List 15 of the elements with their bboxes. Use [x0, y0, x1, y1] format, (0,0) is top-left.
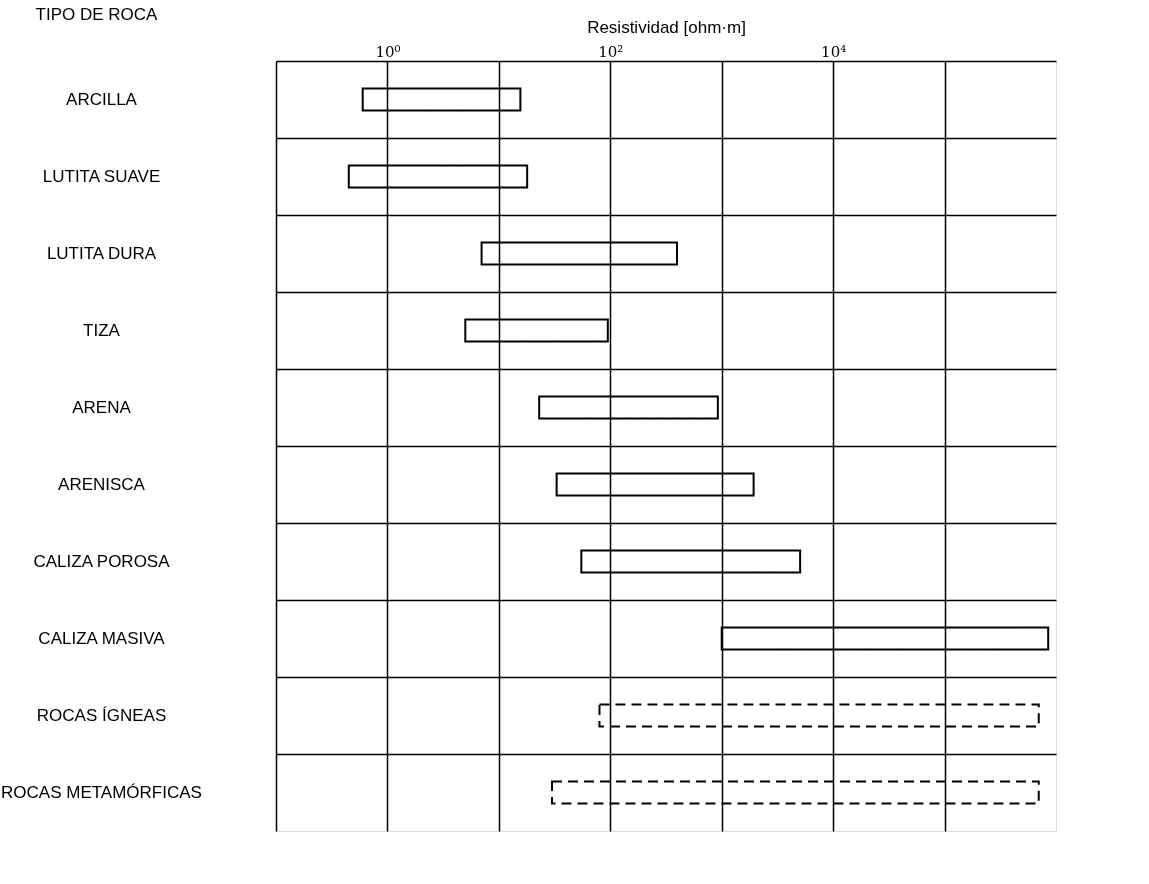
x-axis-title: Resistividad [ohm·m] [587, 17, 746, 37]
y-tick-label: ARCILLA [66, 89, 138, 109]
y-axis-title: TIPO DE ROCA [35, 4, 159, 24]
y-tick-label: ARENISCA [58, 474, 146, 494]
y-tick-label: ARENA [72, 397, 132, 417]
x-tick-label: 10⁰ [375, 42, 401, 61]
y-tick-label: CALIZA POROSA [33, 551, 171, 571]
y-tick-label: LUTITA DURA [46, 243, 157, 263]
y-tick-label: ROCAS ÍGNEAS [36, 705, 167, 725]
y-tick-label: TIZA [83, 320, 121, 340]
y-tick-label: CALIZA MASIVA [38, 628, 166, 648]
x-tick-label: 10⁴ [821, 42, 847, 61]
x-tick-label: 10² [598, 42, 624, 61]
y-tick-label: LUTITA SUAVE [42, 166, 161, 186]
y-tick-label: ROCAS METAMÓRFICAS [1, 782, 202, 802]
